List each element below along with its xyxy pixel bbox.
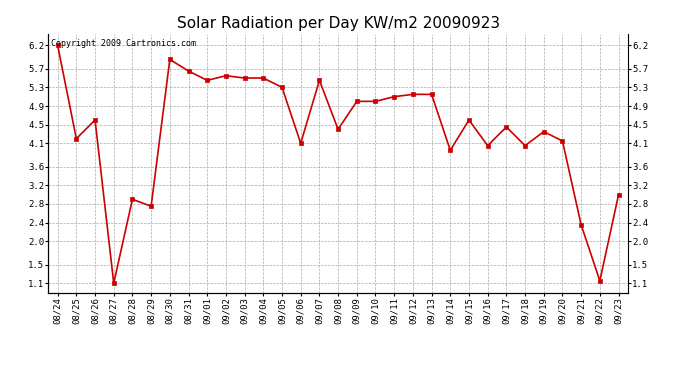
Title: Solar Radiation per Day KW/m2 20090923: Solar Radiation per Day KW/m2 20090923 xyxy=(177,16,500,31)
Text: Copyright 2009 Cartronics.com: Copyright 2009 Cartronics.com xyxy=(51,39,196,48)
